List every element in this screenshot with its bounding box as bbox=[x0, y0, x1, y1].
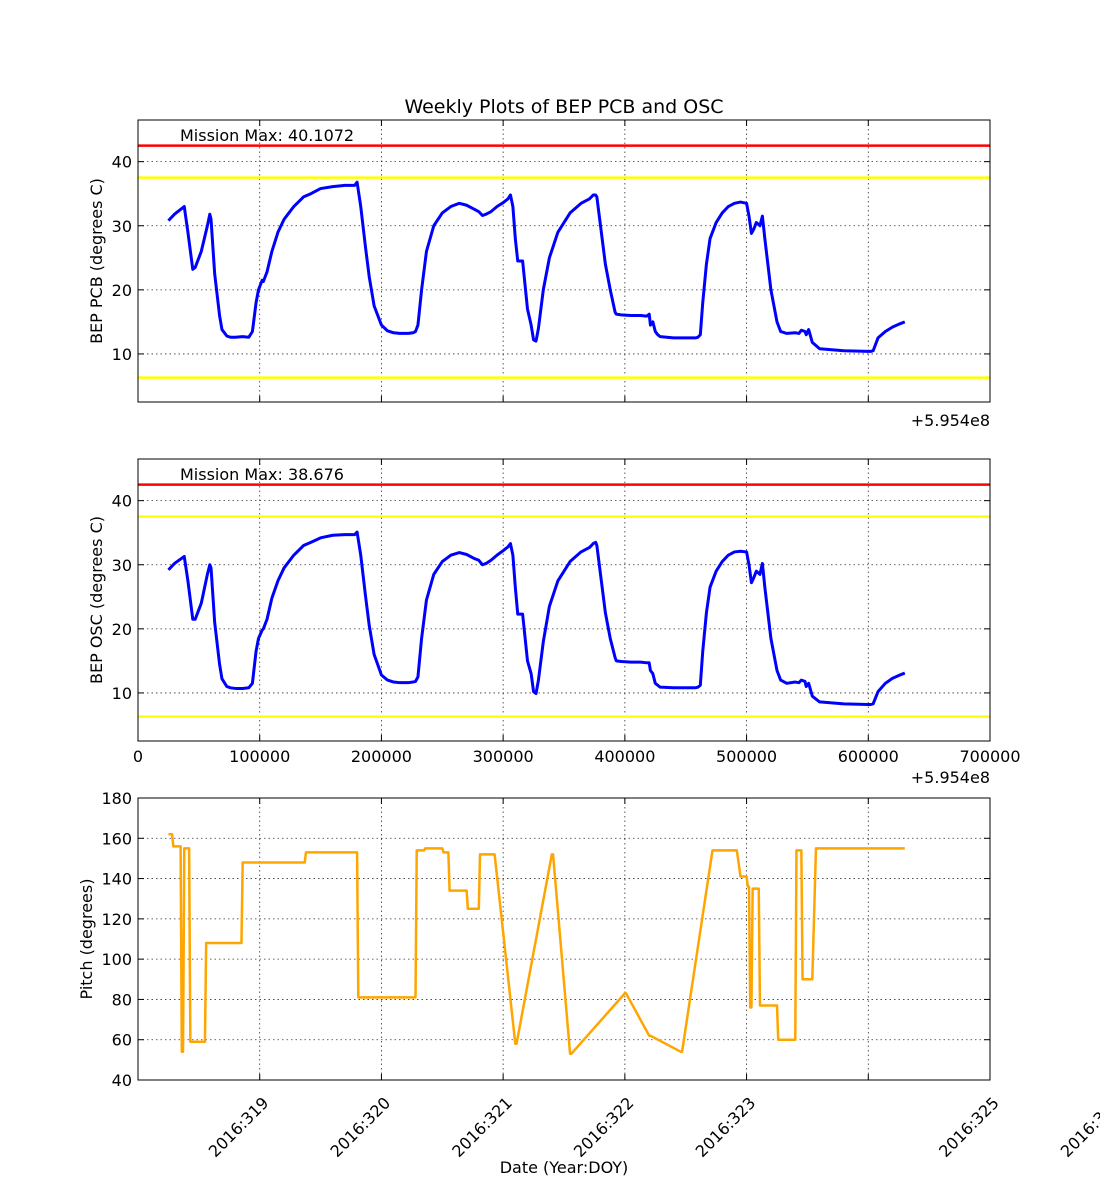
pcb-y-tick-label: 10 bbox=[112, 345, 132, 364]
pitch-axes-frame bbox=[137, 797, 991, 1081]
pcb-mission-max-annotation: Mission Max: 40.1072 bbox=[180, 126, 354, 145]
osc-offset-label: +5.954e8 bbox=[911, 768, 990, 787]
osc-x-tick-label: 100000 bbox=[229, 747, 290, 766]
pcb-axes-frame bbox=[137, 119, 991, 403]
pcb-offset-label: +5.954e8 bbox=[911, 411, 990, 430]
osc-x-tick-label: 0 bbox=[133, 747, 143, 766]
pcb-series-line bbox=[167, 180, 906, 353]
osc-y-tick-label: 40 bbox=[112, 492, 132, 511]
osc-y-tick-label: 20 bbox=[112, 620, 132, 639]
osc-y-tick-label: 30 bbox=[112, 556, 132, 575]
pcb-y-tick-label: 20 bbox=[112, 281, 132, 300]
pitch-series-line bbox=[168, 833, 905, 1056]
pcb-y-tick-label: 30 bbox=[112, 217, 132, 236]
pitch-plot-area bbox=[137, 797, 991, 1081]
pcb-ylabel: BEP PCB (degrees C) bbox=[87, 178, 106, 344]
pitch-ylabel: Pitch (degrees) bbox=[77, 879, 96, 1000]
figure-title: Weekly Plots of BEP PCB and OSC bbox=[404, 96, 723, 118]
osc-y-tick-label: 10 bbox=[112, 684, 132, 703]
pcb-y-tick-label: 40 bbox=[112, 153, 132, 172]
pitch-y-tick-label: 60 bbox=[112, 1031, 132, 1050]
pitch-y-tick-label: 180 bbox=[101, 789, 132, 808]
pitch-y-tick-label: 140 bbox=[101, 870, 132, 889]
pitch-y-tick-label: 100 bbox=[101, 950, 132, 969]
osc-x-tick-label: 200000 bbox=[351, 747, 412, 766]
osc-x-tick-label: 600000 bbox=[838, 747, 899, 766]
osc-x-tick-label: 700000 bbox=[959, 747, 1020, 766]
osc-axes-frame bbox=[137, 458, 991, 742]
osc-x-tick-label: 400000 bbox=[594, 747, 655, 766]
osc-temperature-panel: Mission Max: 38.676 BEP OSC (degrees C) … bbox=[87, 458, 1021, 787]
pitch-y-tick-label: 120 bbox=[101, 910, 132, 929]
osc-plot-area bbox=[137, 458, 991, 742]
pcb-plot-area bbox=[137, 119, 991, 403]
osc-ylabel: BEP OSC (degrees C) bbox=[87, 516, 106, 684]
osc-mission-max-annotation: Mission Max: 38.676 bbox=[180, 465, 344, 484]
osc-x-tick-label: 500000 bbox=[716, 747, 777, 766]
osc-x-tick-label: 300000 bbox=[473, 747, 534, 766]
pitch-y-tick-label: 40 bbox=[112, 1071, 132, 1090]
pcb-temperature-panel: Mission Max: 40.1072 BEP PCB (degrees C)… bbox=[87, 119, 991, 430]
pitch-y-tick-label: 80 bbox=[112, 990, 132, 1009]
osc-series-line bbox=[167, 530, 906, 706]
pitch-xlabel: Date (Year:DOY) bbox=[500, 1158, 629, 1177]
pitch-y-tick-label: 160 bbox=[101, 829, 132, 848]
